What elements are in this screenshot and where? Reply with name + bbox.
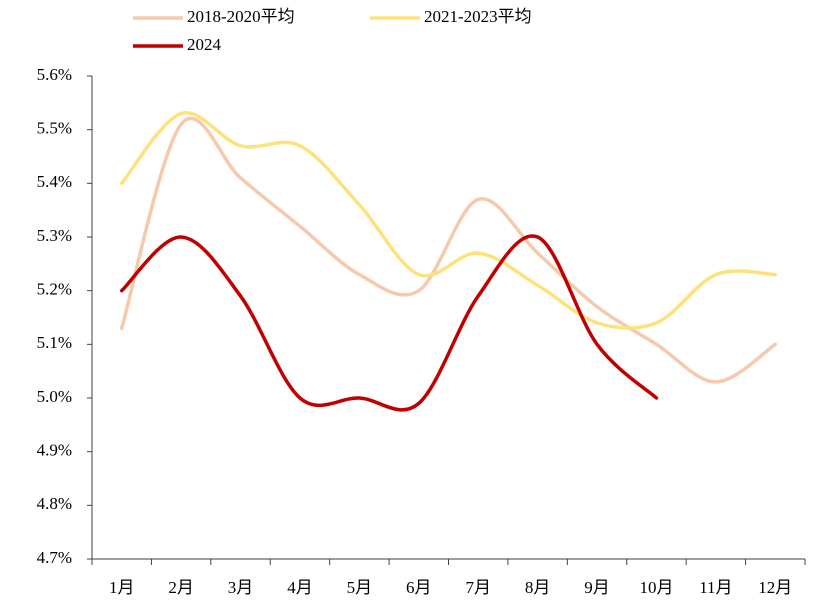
x-tick-label: 1月 xyxy=(109,578,135,597)
x-tick-label: 2月 xyxy=(168,578,194,597)
x-tick-label: 4月 xyxy=(287,578,313,597)
legend-label: 2024 xyxy=(187,35,222,54)
y-tick-label: 5.5% xyxy=(37,119,72,138)
x-tick-label: 3月 xyxy=(228,578,254,597)
y-tick-label: 4.8% xyxy=(37,494,72,513)
y-tick-label: 5.1% xyxy=(37,333,72,352)
series-line xyxy=(119,116,778,384)
y-tick-label: 5.6% xyxy=(37,65,72,84)
x-tick-label: 9月 xyxy=(584,578,610,597)
x-tick-label: 11月 xyxy=(699,578,732,597)
series-line xyxy=(119,234,659,412)
legend-label: 2021-2023平均 xyxy=(424,7,532,26)
y-tick-label: 4.9% xyxy=(37,441,72,460)
y-tick-label: 5.3% xyxy=(37,226,72,245)
y-tick-label: 4.7% xyxy=(37,548,72,567)
x-tick-label: 8月 xyxy=(525,578,551,597)
x-tick-label: 7月 xyxy=(465,578,491,597)
y-tick-label: 5.0% xyxy=(37,387,72,406)
x-tick-label: 10月 xyxy=(639,578,673,597)
x-tick-label: 12月 xyxy=(758,578,792,597)
legend-label: 2018-2020平均 xyxy=(187,7,295,26)
y-tick-label: 5.2% xyxy=(37,280,72,299)
y-tick-label: 5.4% xyxy=(37,172,72,191)
x-tick-label: 5月 xyxy=(347,578,373,597)
x-tick-label: 6月 xyxy=(406,578,432,597)
series-line xyxy=(119,111,778,330)
